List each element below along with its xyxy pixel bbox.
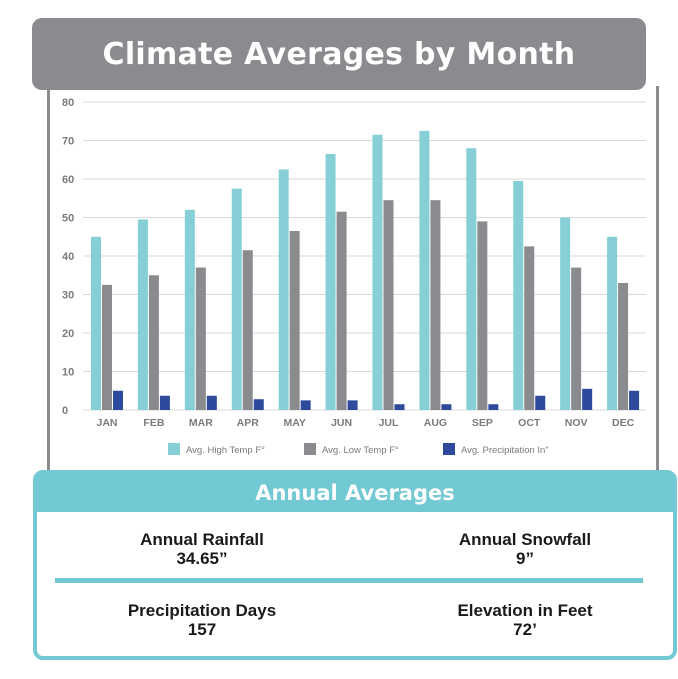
x-tick-label: JAN — [96, 417, 117, 429]
bar-high-temp — [372, 134, 383, 410]
precipitation-days-stat: Precipitation Days 157 — [72, 601, 332, 639]
y-tick-label: 50 — [62, 213, 74, 225]
bar-precipitation — [582, 388, 593, 410]
y-tick-label: 30 — [62, 290, 74, 302]
precipitation-days-label: Precipitation Days — [127, 601, 277, 620]
x-tick-label: APR — [237, 417, 260, 429]
y-tick-label: 70 — [62, 136, 74, 148]
bar-high-temp — [466, 148, 477, 410]
bar-precipitation — [629, 390, 640, 410]
bar-low-temp — [618, 282, 629, 410]
bar-precipitation — [488, 404, 499, 410]
y-tick-label: 10 — [62, 367, 74, 379]
bar-low-temp — [195, 267, 206, 410]
title-banner: Climate Averages by Month — [32, 18, 646, 90]
legend-label: Avg. Low Temp F° — [322, 445, 399, 456]
x-tick-label: AUG — [424, 417, 447, 429]
annual-rainfall-label: Annual Rainfall — [140, 530, 264, 549]
bar-precipitation — [347, 400, 358, 410]
annual-snowfall-stat: Annual Snowfall 9” — [395, 530, 655, 568]
x-tick-label: OCT — [518, 417, 541, 429]
bar-low-temp — [242, 250, 253, 410]
bar-precipitation — [113, 390, 123, 410]
bar-high-temp — [560, 217, 571, 410]
x-tick-label: JUL — [379, 417, 399, 429]
bar-precipitation — [300, 400, 311, 410]
legend-swatch — [443, 443, 455, 455]
bar-low-temp — [383, 200, 394, 410]
legend-swatch — [304, 443, 316, 455]
annual-snowfall-label: Annual Snowfall — [458, 530, 592, 549]
bar-high-temp — [513, 180, 524, 410]
bar-precipitation — [206, 395, 217, 410]
bar-low-temp — [289, 230, 300, 410]
annual-averages-header: Annual Averages — [37, 474, 673, 512]
x-tick-label: FEB — [143, 417, 164, 429]
x-tick-label: MAR — [189, 417, 213, 429]
legend-swatch — [168, 443, 180, 455]
x-tick-label: MAY — [283, 417, 305, 429]
bar-precipitation — [159, 395, 170, 410]
climate-bar-chart: 80 70 60 50 40 30 20 10 0 JAN FEB MAR APR MAY JUN JUL AU… — [62, 97, 646, 456]
bar-high-temp — [325, 153, 336, 410]
bar-low-temp — [524, 246, 535, 410]
bar-low-temp — [336, 211, 347, 410]
legend-label: Avg. High Temp F° — [186, 445, 265, 456]
bar-low-temp — [477, 221, 488, 410]
y-tick-label: 60 — [62, 174, 74, 186]
precipitation-days-value: 157 — [187, 620, 217, 639]
y-tick-label: 80 — [62, 97, 74, 109]
elevation-value: 72’ — [513, 620, 537, 639]
bar-low-temp — [148, 275, 159, 410]
bar-high-temp — [278, 169, 289, 410]
bar-precipitation — [394, 404, 405, 410]
bar-low-temp — [102, 284, 112, 410]
x-tick-label: SEP — [472, 417, 493, 429]
bar-precipitation — [441, 404, 452, 410]
legend-label: Avg. Precipitation In" — [461, 445, 549, 456]
y-tick-label: 40 — [62, 251, 74, 263]
bar-high-temp — [607, 236, 618, 410]
chart-title: Climate Averages by Month — [102, 36, 576, 72]
bar-precipitation — [535, 395, 546, 410]
bar-low-temp — [430, 200, 441, 410]
bar-high-temp — [137, 219, 148, 410]
elevation-label: Elevation in Feet — [457, 601, 593, 620]
y-tick-label: 0 — [62, 405, 68, 417]
bar-high-temp — [91, 236, 101, 410]
elevation-stat: Elevation in Feet 72’ — [395, 601, 655, 639]
annual-averages-title: Annual Averages — [255, 481, 455, 505]
stats-divider — [55, 578, 643, 583]
y-tick-label: 20 — [62, 328, 74, 340]
annual-rainfall-stat: Annual Rainfall 34.65” — [72, 530, 332, 568]
annual-averages-panel: Annual Averages Annual Rainfall 34.65” A… — [33, 470, 677, 660]
bar-high-temp — [419, 130, 430, 410]
bar-precipitation — [253, 399, 264, 410]
bar-low-temp — [571, 267, 582, 410]
annual-snowfall-value: 9” — [516, 549, 534, 568]
bar-high-temp — [231, 188, 242, 410]
annual-rainfall-value: 34.65” — [176, 549, 228, 568]
x-tick-label: DEC — [612, 417, 635, 429]
bar-high-temp — [184, 209, 195, 410]
x-tick-label: NOV — [565, 417, 588, 429]
chart-frame: 80 70 60 50 40 30 20 10 0 JAN FEB MAR APR MAY JUN JUL AU… — [47, 86, 659, 486]
x-tick-label: JUN — [331, 417, 352, 429]
